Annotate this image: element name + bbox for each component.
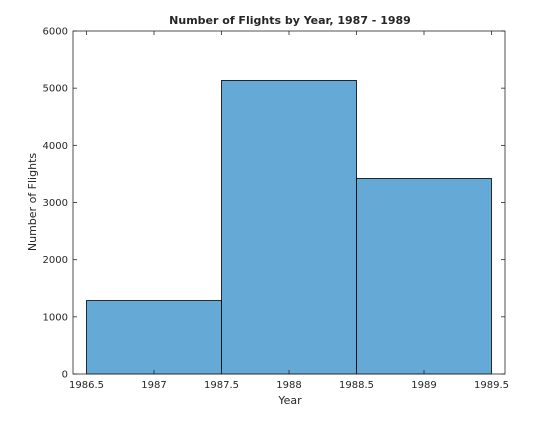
x-tick-label: 1989.5 (474, 380, 509, 391)
x-axis-ticks: 1986.5 1987 1987.5 1988 1988.5 1989 1989.5 (69, 31, 509, 391)
y-tick-label: 6000 (43, 27, 68, 38)
histogram-bar-3 (356, 178, 492, 375)
y-axis-ticks: 0 1000 2000 3000 4000 5000 6000 (43, 27, 505, 381)
chart-title: Number of Flights by Year, 1987 - 1989 (169, 14, 411, 27)
x-tick-label: 1986.5 (69, 380, 104, 391)
y-tick-label: 4000 (43, 141, 68, 152)
histogram-bar-2 (221, 80, 357, 375)
y-tick-label: 2000 (43, 255, 68, 266)
histogram-bar-1 (86, 300, 222, 375)
x-tick-label: 1988.5 (339, 380, 374, 391)
y-axis-label: Number of Flights (26, 153, 39, 251)
x-axis-label: Year (277, 394, 302, 407)
x-tick-label: 1987 (141, 380, 166, 391)
y-tick-label: 3000 (43, 198, 68, 209)
x-tick-label: 1988 (276, 380, 301, 391)
y-tick-label: 0 (62, 370, 68, 381)
y-tick-label: 1000 (43, 312, 68, 323)
x-tick-label: 1987.5 (204, 380, 239, 391)
y-tick-label: 5000 (43, 84, 68, 95)
x-tick-label: 1989 (411, 380, 436, 391)
bars-group (86, 80, 492, 375)
